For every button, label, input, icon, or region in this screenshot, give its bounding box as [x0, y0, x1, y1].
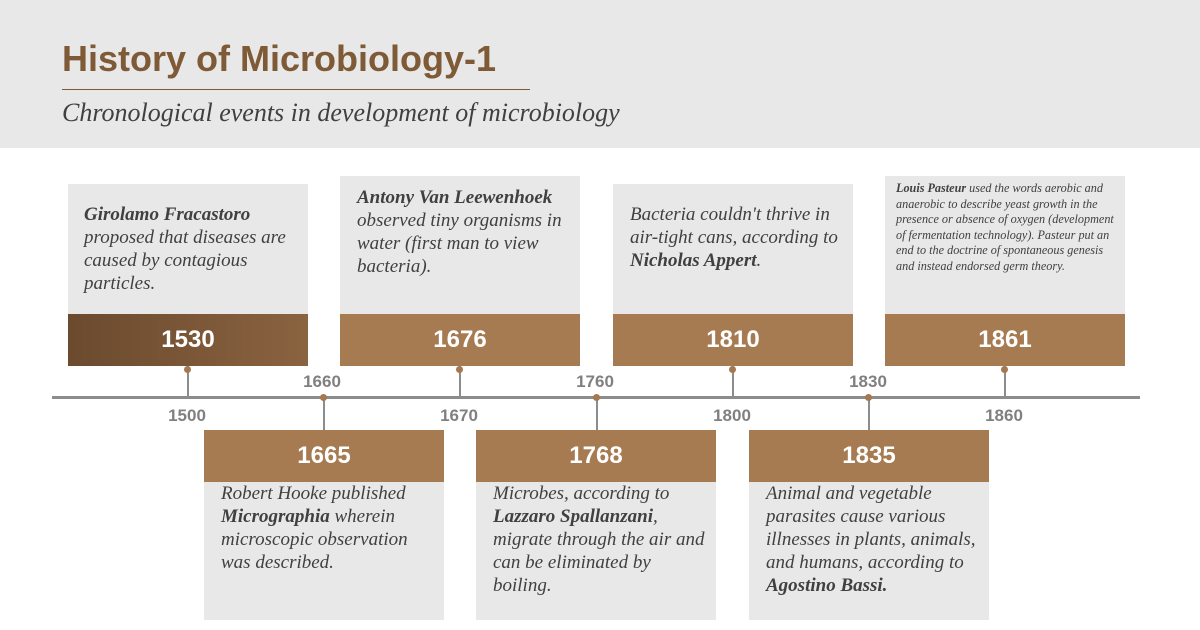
- title-underline: [62, 89, 530, 90]
- event-description-1810: Bacteria couldn't thrive in air-tight ca…: [630, 203, 842, 272]
- year-box-1810: 1810: [613, 314, 853, 366]
- axis-marker-1861: [1001, 366, 1008, 373]
- axis-label-1860: 1860: [985, 406, 1023, 425]
- page-subtitle: Chronological events in development of m…: [62, 98, 620, 127]
- event-card-1768: Microbes, according to Lazzaro Spallanza…: [476, 482, 716, 620]
- year-box-1835: 1835: [749, 430, 989, 482]
- axis-label-1830: 1830: [849, 372, 887, 391]
- event-description-1835: Animal and vegetable parasites cause var…: [766, 482, 976, 597]
- event-text: wherein microscopic observation was desc…: [221, 506, 408, 573]
- event-text: .: [756, 250, 762, 271]
- event-description-1530: Girolamo Fracastoro proposed that diseas…: [84, 203, 296, 295]
- axis-marker-1665: [320, 394, 327, 401]
- axis-label-1800: 1800: [713, 406, 751, 425]
- event-card-1810: Bacteria couldn't thrive in air-tight ca…: [613, 184, 853, 314]
- year-box-1530: 1530: [68, 314, 308, 366]
- event-highlight: Micrographia: [221, 506, 330, 527]
- event-highlight: Antony Van Leewenhoek: [357, 187, 553, 208]
- axis-label-1660: 1660: [303, 372, 341, 391]
- event-highlight: Agostino Bassi.: [766, 575, 888, 596]
- axis-marker-1810: [729, 366, 736, 373]
- event-card-1861: Louis Pasteur used the words aerobic and…: [885, 176, 1125, 314]
- axis-label-1670: 1670: [440, 406, 478, 425]
- year-box-1768: 1768: [476, 430, 716, 482]
- event-highlight: Lazzaro Spallanzani: [493, 506, 653, 527]
- event-highlight: Girolamo Fracastoro: [84, 204, 251, 225]
- header-band: History of Microbiology-1 Chronological …: [0, 0, 1200, 148]
- event-description-1676: Antony Van Leewenhoek observed tiny orga…: [357, 186, 572, 278]
- connector-1768: [596, 398, 598, 430]
- axis-marker-1768: [593, 394, 600, 401]
- event-text: used the words aerobic and anaerobic to …: [896, 181, 1114, 273]
- connector-1835: [868, 398, 870, 430]
- year-box-1861: 1861: [885, 314, 1125, 366]
- event-text: proposed that diseases are caused by con…: [84, 227, 286, 294]
- connector-1861: [1004, 366, 1006, 398]
- connector-1676: [459, 366, 461, 398]
- connector-1810: [732, 366, 734, 398]
- event-highlight: Louis Pasteur: [896, 181, 967, 195]
- connector-1665: [323, 398, 325, 430]
- event-text: Animal and vegetable parasites cause var…: [766, 483, 976, 573]
- year-box-1676: 1676: [340, 314, 580, 366]
- event-card-1530: Girolamo Fracastoro proposed that diseas…: [68, 184, 308, 314]
- axis-marker-1835: [865, 394, 872, 401]
- event-text: Bacteria couldn't thrive in air-tight ca…: [630, 204, 838, 248]
- page-title: History of Microbiology-1: [62, 38, 497, 79]
- event-description-1665: Robert Hooke published Micrographia wher…: [221, 482, 429, 574]
- event-card-1665: Robert Hooke published Micrographia wher…: [204, 482, 444, 620]
- axis-marker-1530: [184, 366, 191, 373]
- event-text: Microbes, according to: [493, 483, 670, 504]
- event-description-1861: Louis Pasteur used the words aerobic and…: [896, 181, 1120, 275]
- event-description-1768: Microbes, according to Lazzaro Spallanza…: [493, 482, 711, 597]
- event-highlight: Nicholas Appert: [630, 250, 757, 271]
- connector-1530: [187, 366, 189, 398]
- event-text: , migrate through the air and can be eli…: [493, 506, 705, 596]
- year-box-1665: 1665: [204, 430, 444, 482]
- axis-label-1500: 1500: [168, 406, 206, 425]
- axis-marker-1676: [456, 366, 463, 373]
- event-card-1835: Animal and vegetable parasites cause var…: [749, 482, 989, 620]
- event-card-1676: Antony Van Leewenhoek observed tiny orga…: [340, 176, 580, 314]
- axis-label-1760: 1760: [576, 372, 614, 391]
- event-text: Robert Hooke published: [221, 483, 406, 504]
- event-text: observed tiny organisms in water (first …: [357, 210, 562, 277]
